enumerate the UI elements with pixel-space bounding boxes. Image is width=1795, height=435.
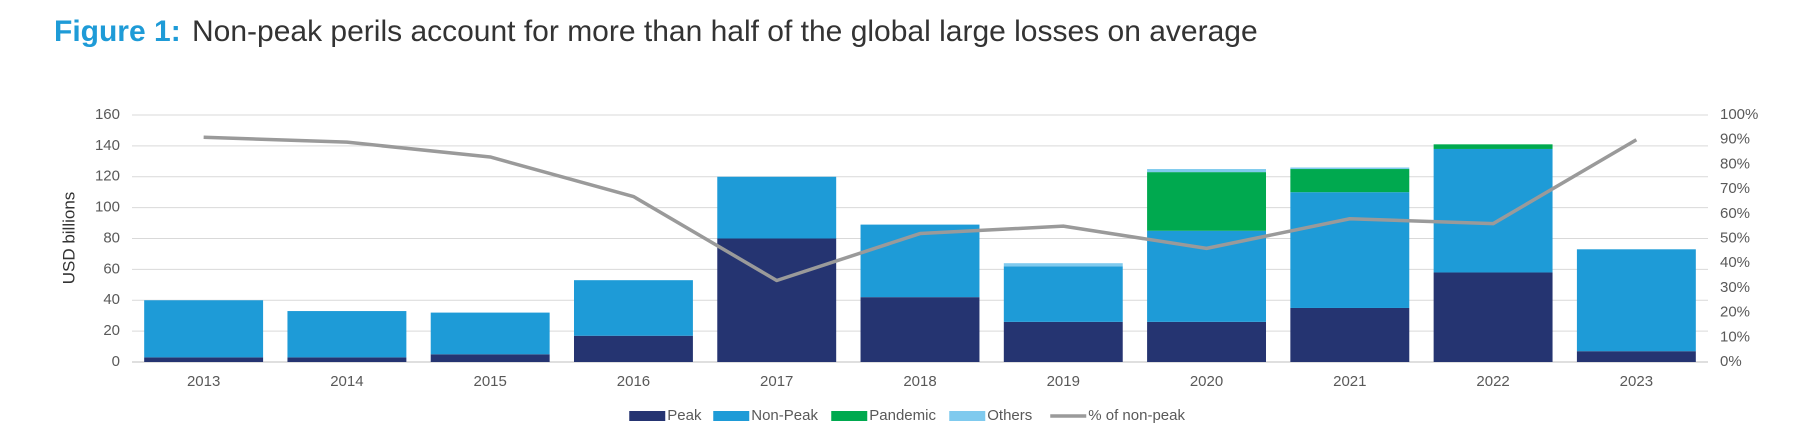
bar-segment — [144, 300, 264, 358]
x-tick-label: 2015 — [473, 373, 506, 390]
legend-label: Pandemic — [869, 407, 936, 424]
legend-label: Others — [987, 407, 1032, 424]
y2-tick-label: 30% — [1720, 279, 1750, 296]
bar-segment — [1147, 169, 1267, 173]
bar-segment — [287, 311, 407, 358]
bar-segment — [1433, 144, 1553, 149]
x-tick-label: 2021 — [1333, 373, 1366, 390]
x-tick-label: 2017 — [760, 373, 793, 390]
bar-segment — [1290, 307, 1410, 362]
bar-segment — [1290, 167, 1410, 170]
y-tick-label: 40 — [103, 291, 120, 308]
bar-segment — [573, 335, 693, 362]
y2-tick-label: 70% — [1720, 180, 1750, 197]
y2-tick-label: 20% — [1720, 304, 1750, 321]
y2-tick-label: 60% — [1720, 205, 1750, 222]
x-tick-label: 2018 — [903, 373, 936, 390]
y-tick-label: 160 — [95, 106, 120, 123]
x-tick-label: 2016 — [617, 373, 650, 390]
bar-segment — [1576, 249, 1696, 352]
bar-segment — [1290, 192, 1410, 308]
legend-label: Non-Peak — [751, 407, 818, 424]
title-label: Figure 1: — [54, 15, 181, 48]
legend-swatch — [949, 411, 986, 421]
y2-tick-label: 10% — [1720, 328, 1750, 345]
x-tick-label: 2022 — [1476, 373, 1509, 390]
bar-segment — [1003, 263, 1123, 267]
y2-tick-label: 100% — [1720, 106, 1758, 123]
bar-segment — [1576, 351, 1696, 362]
bar-segment — [573, 280, 693, 336]
x-tick-label: 2019 — [1047, 373, 1080, 390]
y-tick-label: 20 — [103, 322, 120, 339]
x-tick-label: 2023 — [1620, 373, 1653, 390]
bar-segment — [430, 354, 550, 362]
y2-tick-label: 40% — [1720, 254, 1750, 271]
x-tick-label: 2013 — [187, 373, 220, 390]
legend-swatch — [831, 411, 868, 421]
chart-title: Non-peak perils account for more than ha… — [192, 15, 1258, 48]
legend-label: Peak — [667, 407, 702, 424]
bar-segment — [1003, 266, 1123, 322]
x-tick-label: 2014 — [330, 373, 363, 390]
y-tick-label: 0 — [112, 353, 120, 370]
legend-swatch — [713, 411, 750, 421]
y-tick-label: 120 — [95, 168, 120, 185]
y2-tick-label: 50% — [1720, 229, 1750, 246]
bar-segment — [860, 297, 980, 362]
bar-segment — [287, 357, 407, 362]
line — [203, 135, 1638, 283]
legend-swatch — [629, 411, 666, 421]
y-tick-label: 140 — [95, 137, 120, 154]
bar-segment — [1433, 148, 1553, 273]
y-axis-label: USD billions — [59, 192, 78, 285]
bar-segment — [717, 176, 837, 239]
x-tick-label: 2020 — [1190, 373, 1223, 390]
bar-segment — [1290, 169, 1410, 193]
y2-tick-label: 90% — [1720, 131, 1750, 148]
y2-tick-label: 0% — [1720, 353, 1742, 370]
bar-segment — [1003, 321, 1123, 362]
bar-segment — [860, 224, 980, 298]
y-tick-label: 100 — [95, 199, 120, 216]
y-tick-label: 60 — [103, 260, 120, 277]
legend-label: % of non-peak — [1088, 407, 1185, 424]
bar-segment — [1433, 272, 1553, 362]
bar-segment — [1147, 172, 1267, 231]
bar-segment — [1147, 321, 1267, 362]
y2-tick-label: 80% — [1720, 155, 1750, 172]
bar-segment — [144, 357, 264, 362]
y-tick-label: 80 — [103, 229, 120, 246]
bar-segment — [430, 312, 550, 355]
bar-segment — [1147, 230, 1267, 322]
